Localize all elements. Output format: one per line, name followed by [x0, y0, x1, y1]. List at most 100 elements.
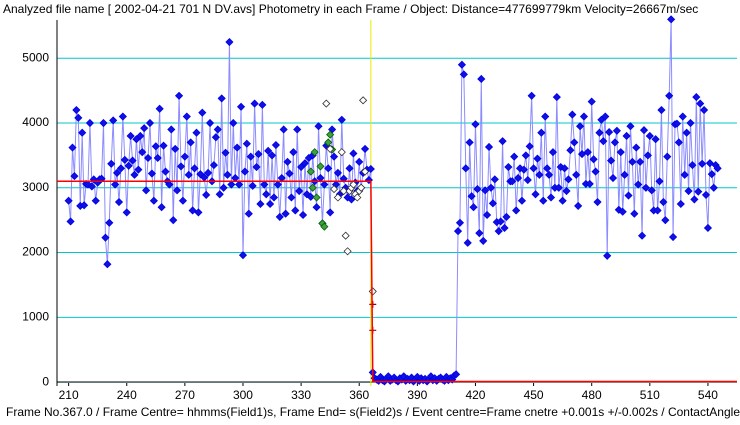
data-point: [653, 206, 662, 215]
data-point: [467, 192, 476, 201]
data-point: [558, 196, 567, 205]
data-point: [533, 154, 542, 163]
data-point: [87, 182, 96, 191]
data-point: [477, 74, 486, 84]
data-point: [291, 206, 300, 215]
data-point: [479, 236, 488, 245]
data-point: [326, 144, 335, 153]
data-point: [366, 164, 375, 174]
data-point: [221, 148, 230, 157]
data-point: [310, 148, 319, 157]
data-point: [572, 170, 581, 179]
x-tick-label: 480: [582, 388, 602, 402]
x-tick-label: 510: [640, 388, 660, 402]
data-point: [355, 157, 364, 166]
data-point: [672, 119, 682, 128]
data-point: [639, 126, 649, 135]
data-point: [145, 118, 155, 128]
data-point: [684, 186, 693, 196]
data-point: [322, 99, 331, 108]
data-point: [508, 177, 517, 186]
data-point: [130, 170, 139, 179]
data-point: [134, 165, 143, 174]
data-point: [641, 183, 651, 192]
data-point: [326, 208, 335, 217]
data-point: [101, 233, 110, 242]
data-point: [461, 164, 470, 173]
data-point: [72, 105, 81, 115]
data-point: [618, 207, 627, 216]
data-point: [514, 173, 523, 183]
data-point: [254, 150, 263, 159]
data-point: [97, 174, 106, 183]
data-point: [564, 175, 573, 184]
data-point: [669, 232, 678, 242]
data-point: [525, 142, 534, 151]
data-point: [554, 183, 563, 192]
data-point: [591, 167, 600, 176]
data-point: [138, 148, 147, 157]
data-point: [204, 168, 213, 177]
data-point: [122, 208, 131, 217]
data-point: [608, 173, 618, 183]
data-point: [701, 190, 711, 199]
data-point: [306, 167, 315, 176]
data-point: [465, 138, 474, 147]
data-point: [622, 131, 631, 141]
data-point: [610, 138, 620, 147]
data-point: [593, 197, 602, 207]
data-point: [192, 128, 201, 137]
data-point: [111, 180, 120, 189]
data-point: [109, 116, 118, 125]
y-tick-label: 2000: [22, 245, 49, 259]
data-point: [128, 156, 137, 165]
data-point: [626, 122, 635, 131]
data-point: [169, 216, 178, 225]
data-point: [463, 238, 472, 247]
data-point: [267, 151, 277, 160]
data-point: [260, 180, 269, 189]
data-point: [112, 168, 122, 177]
data-point: [455, 218, 465, 227]
data-point: [605, 128, 614, 137]
data-point: [194, 208, 203, 217]
data-point: [698, 159, 707, 168]
data-point: [155, 104, 164, 113]
data-point: [174, 91, 184, 100]
data-point: [244, 209, 253, 218]
data-point: [636, 157, 645, 166]
data-point: [545, 170, 554, 179]
data-point: [256, 199, 265, 209]
data-point: [173, 186, 182, 195]
data-point: [91, 196, 100, 205]
data-point: [85, 118, 95, 128]
data-point: [488, 199, 497, 208]
data-point: [136, 131, 145, 141]
data-point: [186, 138, 195, 147]
data-point: [126, 131, 135, 141]
data-point: [140, 124, 149, 133]
data-point: [512, 206, 521, 215]
data-point: [238, 251, 248, 260]
data-point: [630, 209, 639, 218]
data-point: [502, 212, 511, 221]
data-point: [529, 164, 538, 173]
data-point: [182, 112, 191, 121]
data-point: [587, 97, 596, 106]
data-point: [500, 223, 509, 233]
data-point: [262, 190, 271, 199]
data-point: [688, 161, 697, 170]
data-point: [229, 118, 238, 128]
data-point: [655, 177, 664, 186]
data-point: [579, 112, 589, 121]
data-point: [690, 195, 699, 204]
data-point: [570, 138, 579, 147]
x-tick-label: 540: [698, 388, 718, 402]
data-point: [595, 128, 604, 137]
data-point: [159, 141, 168, 150]
data-point: [198, 108, 207, 117]
data-point: [324, 138, 333, 147]
plot-area: [57, 20, 737, 386]
data-point: [147, 169, 156, 178]
